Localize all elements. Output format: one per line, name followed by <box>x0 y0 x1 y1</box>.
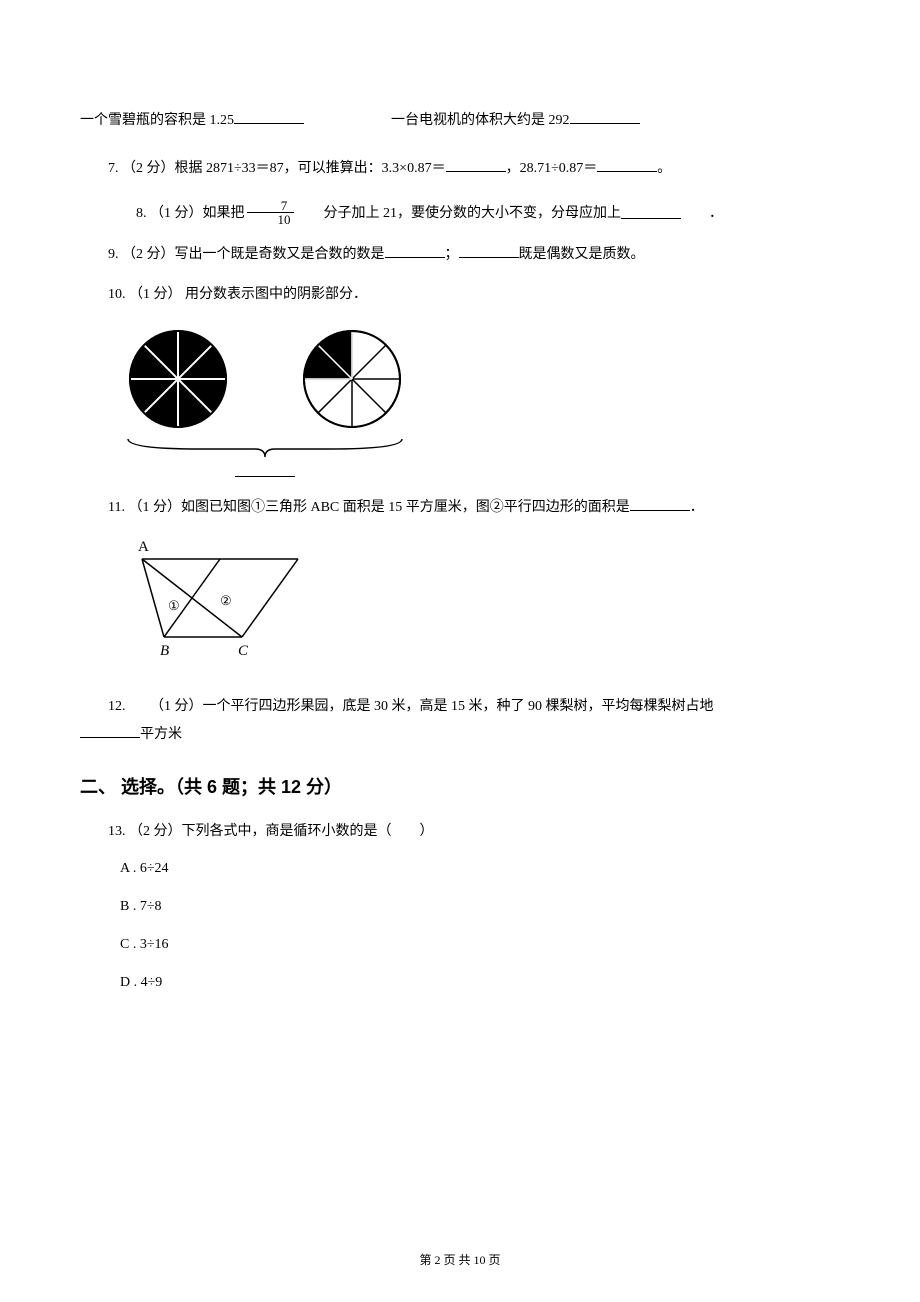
label-B: B <box>160 643 169 659</box>
label-C: C <box>238 643 249 659</box>
q7-tail: 。 <box>657 161 671 176</box>
blank-q11 <box>630 497 690 511</box>
q11-text: 11. （1 分）如图已知图①三角形 ABC 面积是 15 平方厘米，图②平行四… <box>108 500 630 515</box>
q11-tail: ． <box>690 500 704 515</box>
q13-option-c: C . 3÷16 <box>120 937 840 953</box>
intro-a: 一个雪碧瓶的容积是 1.25 <box>80 113 234 128</box>
q13-option-d: D . 4÷9 <box>120 975 840 991</box>
intro-line: 一个雪碧瓶的容积是 1.25 一台电视机的体积大约是 292 <box>80 110 840 132</box>
page-footer: 第 2 页 共 10 页 <box>0 1251 920 1268</box>
q13-option-b: B . 7÷8 <box>120 899 840 915</box>
frac-num: 7 <box>247 199 294 213</box>
blank-q9-2 <box>459 244 519 258</box>
q10-figure <box>120 327 840 477</box>
label-region-1: ① <box>168 598 180 613</box>
fraction-7-10: 7 10 <box>247 199 294 226</box>
circle-diagram-1 <box>126 327 230 431</box>
q12-tail: 平方米 <box>140 727 182 742</box>
question-11: 11. （1 分）如图已知图①三角形 ABC 面积是 15 平方厘米，图②平行四… <box>80 497 840 519</box>
question-10: 10. （1 分） 用分数表示图中的阴影部分． <box>80 284 840 306</box>
q9-pre: 9. （2 分）写出一个既是奇数又是合数的数是 <box>108 247 385 262</box>
q9-mid: ； <box>445 247 459 262</box>
underbrace-icon <box>120 435 410 461</box>
question-9: 9. （2 分）写出一个既是奇数又是合数的数是 ； 既是偶数又是质数。 <box>80 244 840 266</box>
blank-q7-2 <box>597 158 657 172</box>
q8-pre: 8. （1 分）如果把 <box>108 202 245 222</box>
label-A: A <box>138 539 149 555</box>
q12-pre: 12. （1 分）一个平行四边形果园，底是 30 米，高是 15 米，种了 90… <box>108 699 714 714</box>
intro-b: 一台电视机的体积大约是 292 <box>391 113 570 128</box>
q8-tail: ． <box>681 202 723 222</box>
question-12-cont: 平方米 <box>80 724 840 746</box>
circle-diagram-2 <box>300 327 404 431</box>
question-12: 12. （1 分）一个平行四边形果园，底是 30 米，高是 15 米，种了 90… <box>80 696 840 718</box>
q13-option-a: A . 6÷24 <box>120 861 840 877</box>
blank-q10 <box>235 463 295 477</box>
q9-post: 既是偶数又是质数。 <box>519 247 645 262</box>
blank-q7-1 <box>446 158 506 172</box>
q11-figure: A ① ② B C <box>120 537 840 672</box>
blank-q12 <box>80 724 140 738</box>
section-2-heading: 二、 选择。（共 6 题；共 12 分） <box>80 773 840 799</box>
blank-q9-1 <box>385 244 445 258</box>
frac-den: 10 <box>247 213 294 226</box>
blank-intro-a <box>234 110 304 124</box>
blank-intro-b <box>570 110 640 124</box>
question-7: 7. （2 分）根据 2871÷33＝87，可以推算出：3.3×0.87＝ ，28… <box>80 158 840 180</box>
question-13: 13. （2 分）下列各式中，商是循环小数的是（ ） <box>80 821 840 843</box>
q7-mid: ，28.71÷0.87＝ <box>506 161 598 176</box>
question-8: 8. （1 分）如果把 7 10 分子加上 21，要使分数的大小不变，分母应加上… <box>80 199 840 226</box>
blank-q8 <box>621 205 681 219</box>
label-region-2: ② <box>220 593 232 608</box>
q8-post: 分子加上 21，要使分数的大小不变，分母应加上 <box>296 202 622 222</box>
q7-pre: 7. （2 分）根据 2871÷33＝87，可以推算出：3.3×0.87＝ <box>108 161 446 176</box>
